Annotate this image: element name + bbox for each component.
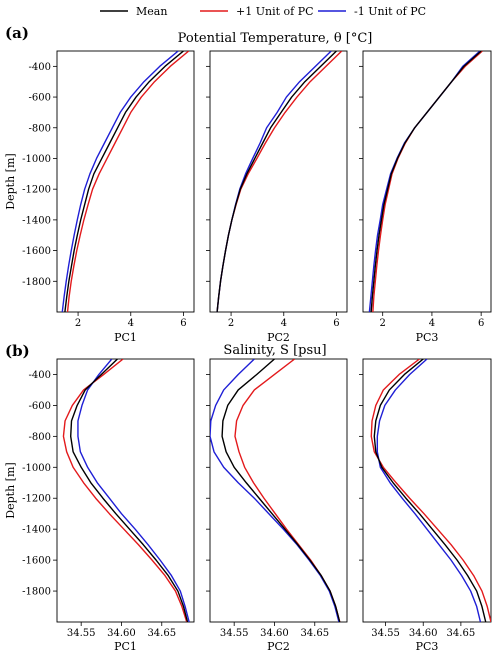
subplot-pc1: -400 -600 -800 -1000 -1200 -1400 -1600 -1800 2 4 6…: [22, 50, 195, 344]
legend-label: Mean: [136, 5, 167, 18]
y-tick-label: -800: [29, 123, 51, 134]
series-line-mean: [370, 51, 482, 312]
subplot-pc3: 34.55 34.60 34.65 PC3: [359, 358, 492, 653]
x-axis-label: PC2: [267, 331, 290, 344]
panel-label: (b): [5, 342, 30, 360]
y-tick-label: -1000: [22, 154, 51, 165]
y-tick-label: -1600: [22, 556, 51, 567]
x-tick-label: 2: [75, 318, 81, 329]
legend-label: +1 Unit of PC: [236, 5, 314, 18]
legend-label: -1 Unit of PC: [354, 5, 426, 18]
x-tick-label: 6: [180, 318, 186, 329]
series-line-minus-pc: [61, 51, 179, 312]
y-tick-label: -800: [29, 432, 51, 443]
x-tick-label: 34.65: [447, 628, 476, 639]
y-tick-label: -1800: [22, 277, 51, 288]
y-tick-label: -1400: [22, 525, 51, 536]
x-tick-label: 34.55: [371, 628, 400, 639]
y-axis-label: Depth [m]: [4, 462, 17, 518]
x-tick-label: 6: [333, 318, 339, 329]
x-tick-label: 34.60: [409, 628, 438, 639]
x-axis-label: PC2: [267, 640, 290, 653]
x-axis-label: PC3: [416, 331, 439, 344]
y-tick-label: -600: [29, 401, 51, 412]
x-tick-label: 2: [380, 318, 386, 329]
series-line-minus-pc: [368, 51, 481, 312]
series-line-mean: [373, 359, 487, 622]
panel-title: Potential Temperature, θ [°C]: [178, 31, 373, 46]
series-line-mean: [69, 359, 189, 622]
panel-label: (a): [5, 24, 29, 42]
series-line-minus-pc: [77, 359, 190, 622]
series-line-mean: [64, 51, 184, 312]
x-tick-label: 2: [228, 318, 234, 329]
subplot-pc2: 34.55 34.60 34.65 PC2: [206, 358, 348, 653]
x-tick-label: 34.60: [260, 628, 289, 639]
series-line-plus-pc: [216, 51, 343, 312]
plot-frame: [209, 358, 348, 623]
subplot-pc3: 2 4 6 PC3: [359, 50, 492, 344]
panel-title: Salinity, S [psu]: [223, 343, 326, 358]
legend-item: -1 Unit of PC: [318, 5, 426, 18]
x-tick-label: 4: [281, 318, 287, 329]
y-axis-label: Depth [m]: [4, 153, 17, 209]
y-tick-label: -1400: [22, 215, 51, 226]
y-tick-label: -1800: [22, 587, 51, 598]
y-tick-label: -1600: [22, 246, 51, 257]
y-tick-label: -400: [29, 62, 51, 73]
x-tick-label: 4: [128, 318, 134, 329]
subplot-pc2: 2 4 6 PC2: [206, 50, 348, 344]
x-axis-label: PC1: [114, 640, 137, 653]
row-salinity: (b) Salinity, S [psu] Depth [m] -400 -600 -80…: [4, 342, 492, 653]
x-axis-label: PC3: [416, 640, 439, 653]
x-tick-label: 34.65: [300, 628, 329, 639]
series-line-minus-pc: [376, 359, 482, 622]
series-line-mean: [216, 51, 337, 312]
row-temperature: (a) Potential Temperature, θ [°C] Depth [m…: [4, 24, 492, 344]
series-line-minus-pc: [210, 359, 340, 622]
x-tick-label: 34.65: [147, 628, 176, 639]
y-tick-label: -1200: [22, 494, 51, 505]
x-tick-label: 4: [429, 318, 435, 329]
y-tick-label: -1200: [22, 185, 51, 196]
series-line-minus-pc: [216, 51, 332, 312]
series-line-plus-pc: [62, 359, 188, 622]
y-tick-label: -1000: [22, 463, 51, 474]
plot-frame: [362, 50, 492, 313]
subplot-pc1: -400 -600 -800 -1000 -1200 -1400 -1600 -1800 34.…: [22, 358, 195, 653]
x-tick-label: 34.55: [220, 628, 249, 639]
y-tick-label: -400: [29, 370, 51, 381]
plot-frame: [56, 50, 195, 313]
legend-item: +1 Unit of PC: [200, 5, 314, 18]
legend-item: Mean: [100, 5, 167, 18]
x-tick-label: 34.55: [67, 628, 96, 639]
x-tick-label: 34.60: [107, 628, 136, 639]
series-line-plus-pc: [66, 51, 190, 312]
series-line-mean: [221, 359, 341, 622]
plot-frame: [56, 358, 195, 623]
series-line-plus-pc: [370, 359, 491, 622]
x-axis-label: PC1: [114, 331, 137, 344]
y-tick-label: -600: [29, 93, 51, 104]
x-tick-label: 6: [478, 318, 484, 329]
plot-frame: [209, 50, 348, 313]
